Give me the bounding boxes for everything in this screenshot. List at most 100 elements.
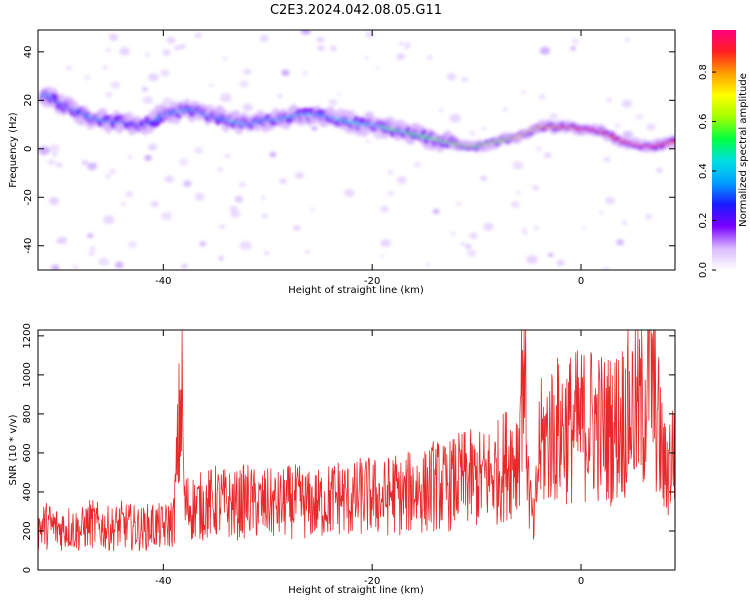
noise-blob [178, 158, 189, 166]
y-tick-label: 800 [22, 404, 33, 423]
y-tick-label: -20 [23, 189, 34, 205]
noise-blob [239, 241, 252, 250]
noise-blob [621, 221, 627, 225]
noise-blob [142, 96, 154, 105]
noise-blob [396, 176, 407, 185]
noise-blob [295, 172, 304, 179]
noise-blob [164, 175, 174, 183]
noise-blob [108, 33, 119, 41]
noise-blob [483, 222, 494, 231]
noise-blob [161, 211, 173, 221]
colorbar-ticks: 0.0 0.2 0.4 0.6 0.8 [698, 64, 716, 278]
noise-blob [469, 131, 476, 136]
noise-blob [279, 178, 287, 185]
noise-blob [105, 48, 112, 53]
noise-blob [446, 73, 456, 81]
noise-blob [606, 97, 613, 103]
spectrogram-y-ticks: -40 -20 0 20 40 [23, 45, 675, 254]
y-tick-label: 1200 [22, 323, 33, 348]
noise-blob [311, 125, 318, 131]
snr-panel: -40 -20 0 0 200 400 600 800 1000 1200 Height of … [8, 323, 676, 596]
noise-blob [84, 75, 91, 81]
spectrogram-ridge-layer [38, 86, 675, 153]
noise-blob [309, 207, 315, 212]
noise-blob [521, 228, 528, 232]
spectrogram-frame [37, 29, 676, 271]
noise-blob [222, 56, 228, 61]
noise-blob [110, 81, 121, 89]
noise-blob [121, 202, 126, 206]
noise-blob [219, 224, 226, 230]
noise-blob [403, 44, 410, 50]
noise-blob [179, 44, 186, 49]
noise-blob [229, 205, 238, 213]
ridge-core [672, 139, 675, 144]
noise-blob [376, 66, 381, 70]
noise-blob [277, 94, 283, 98]
noise-blob [380, 205, 390, 213]
noise-blob [469, 232, 478, 239]
noise-blob [119, 47, 131, 56]
colorbar-tick-label: 0.0 [698, 262, 709, 278]
noise-blob [645, 213, 653, 220]
noise-blob [66, 65, 72, 70]
noise-blob [98, 257, 110, 266]
noise-blob [539, 46, 551, 55]
noise-blob [461, 76, 468, 82]
snr-y-label: SNR (10 * v/v) [8, 414, 19, 485]
noise-blob [605, 196, 616, 205]
noise-blob [194, 192, 205, 201]
noise-blob [481, 126, 487, 131]
noise-blob [635, 114, 644, 120]
noise-blob [380, 239, 391, 248]
noise-blob [621, 99, 633, 108]
noise-blob [535, 146, 542, 152]
noise-blob [48, 196, 60, 205]
noise-blob [533, 226, 539, 231]
y-tick-label: 400 [22, 482, 33, 501]
colorbar-tick-label: 0.4 [698, 163, 709, 179]
noise-blob [259, 35, 269, 42]
noise-blob [538, 94, 546, 100]
x-tick-label: 0 [578, 276, 584, 287]
noise-blob [455, 201, 462, 206]
noise-blob [317, 45, 325, 51]
noise-blob [224, 154, 231, 159]
noise-blob [344, 188, 355, 198]
noise-blob [87, 233, 94, 239]
y-tick-label: 1000 [22, 362, 33, 387]
noise-blob [598, 210, 604, 215]
noise-blob [38, 146, 50, 155]
noise-blob [234, 195, 244, 203]
noise-blob [511, 201, 520, 208]
spectrogram-panel: -40 -20 0 -40 -20 0 20 40 Height of straight l… [8, 29, 676, 296]
noise-blob [239, 80, 249, 88]
colorbar-tick-label: 0.6 [698, 114, 709, 130]
y-tick-label: 20 [23, 94, 34, 107]
noise-blob [615, 123, 621, 128]
x-tick-label: -20 [364, 576, 380, 587]
y-tick-label: -40 [23, 238, 34, 254]
colorbar-gradient [712, 30, 736, 270]
noise-blob [242, 103, 253, 112]
noise-blob [102, 65, 108, 70]
noise-blob [141, 86, 148, 92]
noise-blob [364, 56, 369, 60]
noise-blob [432, 208, 440, 215]
colorbar: 0.0 0.2 0.4 0.6 0.8 Normalized spectral ampl… [698, 30, 749, 278]
noise-blob [88, 251, 94, 256]
noise-blob [81, 159, 89, 166]
noise-blob [51, 151, 58, 157]
noise-blob [128, 241, 137, 249]
noise-blob [398, 41, 404, 46]
snr-line-layer [38, 330, 675, 552]
colorbar-label: Normalized spectral amplitude [738, 73, 749, 227]
noise-blob [217, 167, 224, 172]
snr-y-ticks: 0 200 400 600 800 1000 1200 [22, 323, 675, 573]
noise-blob [261, 213, 268, 219]
noise-blob [656, 167, 663, 173]
noise-blob [616, 239, 625, 246]
noise-blob [328, 99, 338, 106]
